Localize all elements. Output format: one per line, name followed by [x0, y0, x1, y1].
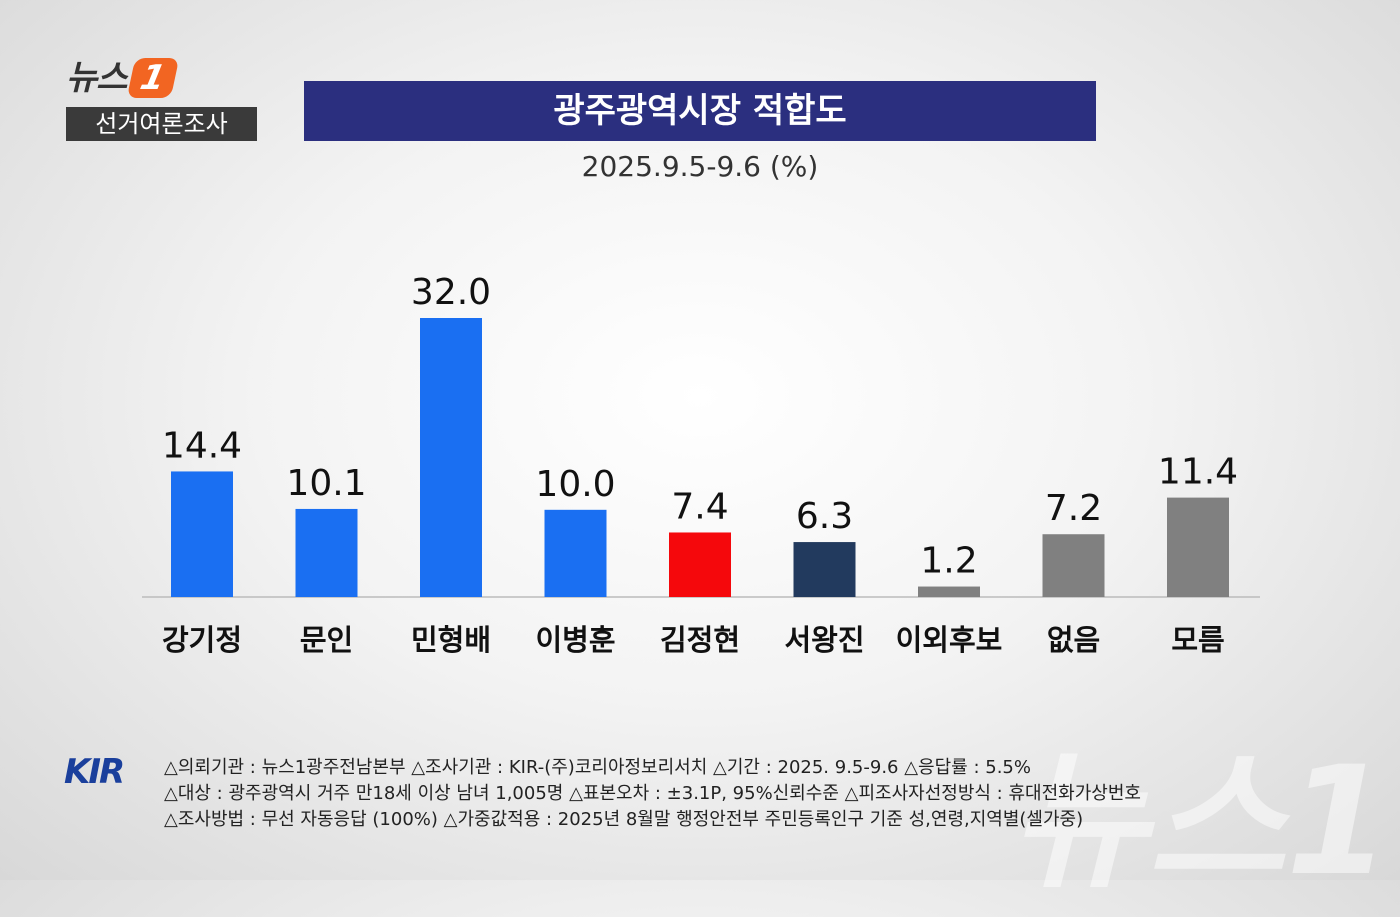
category-label: 문인: [300, 623, 353, 657]
category-label: 강기정: [162, 623, 242, 657]
value-label: 6.3: [796, 496, 853, 537]
note-line: △의뢰기관 : 뉴스1광주전남본부 △조사기관 : KIR-(주)코리아정보리서…: [164, 757, 1031, 778]
value-label: 11.4: [1158, 452, 1238, 493]
category-label: 민형배: [411, 623, 491, 657]
chart-subtitle: 2025.9.5-9.6 (%): [581, 150, 819, 183]
bar: [793, 542, 856, 597]
category-label: 이외후보: [896, 623, 1003, 657]
logo-text: 뉴스: [66, 58, 128, 98]
category-label: 없음: [1047, 623, 1100, 657]
bar: [669, 532, 731, 597]
value-label: 10.0: [535, 464, 615, 505]
category-label: 서왕진: [784, 623, 864, 657]
survey-notes: △의뢰기관 : 뉴스1광주전남본부 △조사기관 : KIR-(주)코리아정보리서…: [164, 755, 1141, 833]
value-label: 1.2: [920, 541, 977, 582]
bar-chart: 14.4 강기정 10.1 문인 32.0 민형배 10.0 이병훈 7.4 김정현 6.3 서왕진 1…: [142, 272, 1260, 657]
value-label: 14.4: [162, 425, 242, 466]
value-label: 32.0: [411, 272, 491, 313]
bar: [544, 509, 607, 597]
category-label: 모름: [1171, 623, 1224, 657]
bar: [918, 586, 980, 597]
value-label: 7.2: [1045, 488, 1102, 529]
bar: [1167, 497, 1229, 597]
bar: [420, 318, 482, 597]
news1-logo: 뉴스 1: [66, 50, 179, 99]
value-label: 7.4: [671, 486, 728, 527]
section-label: 선거여론조사: [66, 107, 257, 141]
note-line: △대상 : 광주광역시 거주 만18세 이상 남녀 1,005명 △표본오차 :…: [164, 783, 1141, 804]
value-label: 10.1: [286, 463, 366, 504]
kir-logo: KIR: [64, 752, 125, 792]
bar: [1042, 534, 1105, 597]
category-label: 김정현: [660, 623, 740, 657]
bar: [295, 508, 358, 597]
category-label: 이병훈: [535, 623, 615, 657]
bar: [171, 471, 233, 597]
chart-title: 광주광역시장 적합도: [304, 81, 1096, 141]
note-line: △조사방법 : 무선 자동응답 (100%) △가중값적용 : 2025년 8월…: [164, 809, 1084, 830]
